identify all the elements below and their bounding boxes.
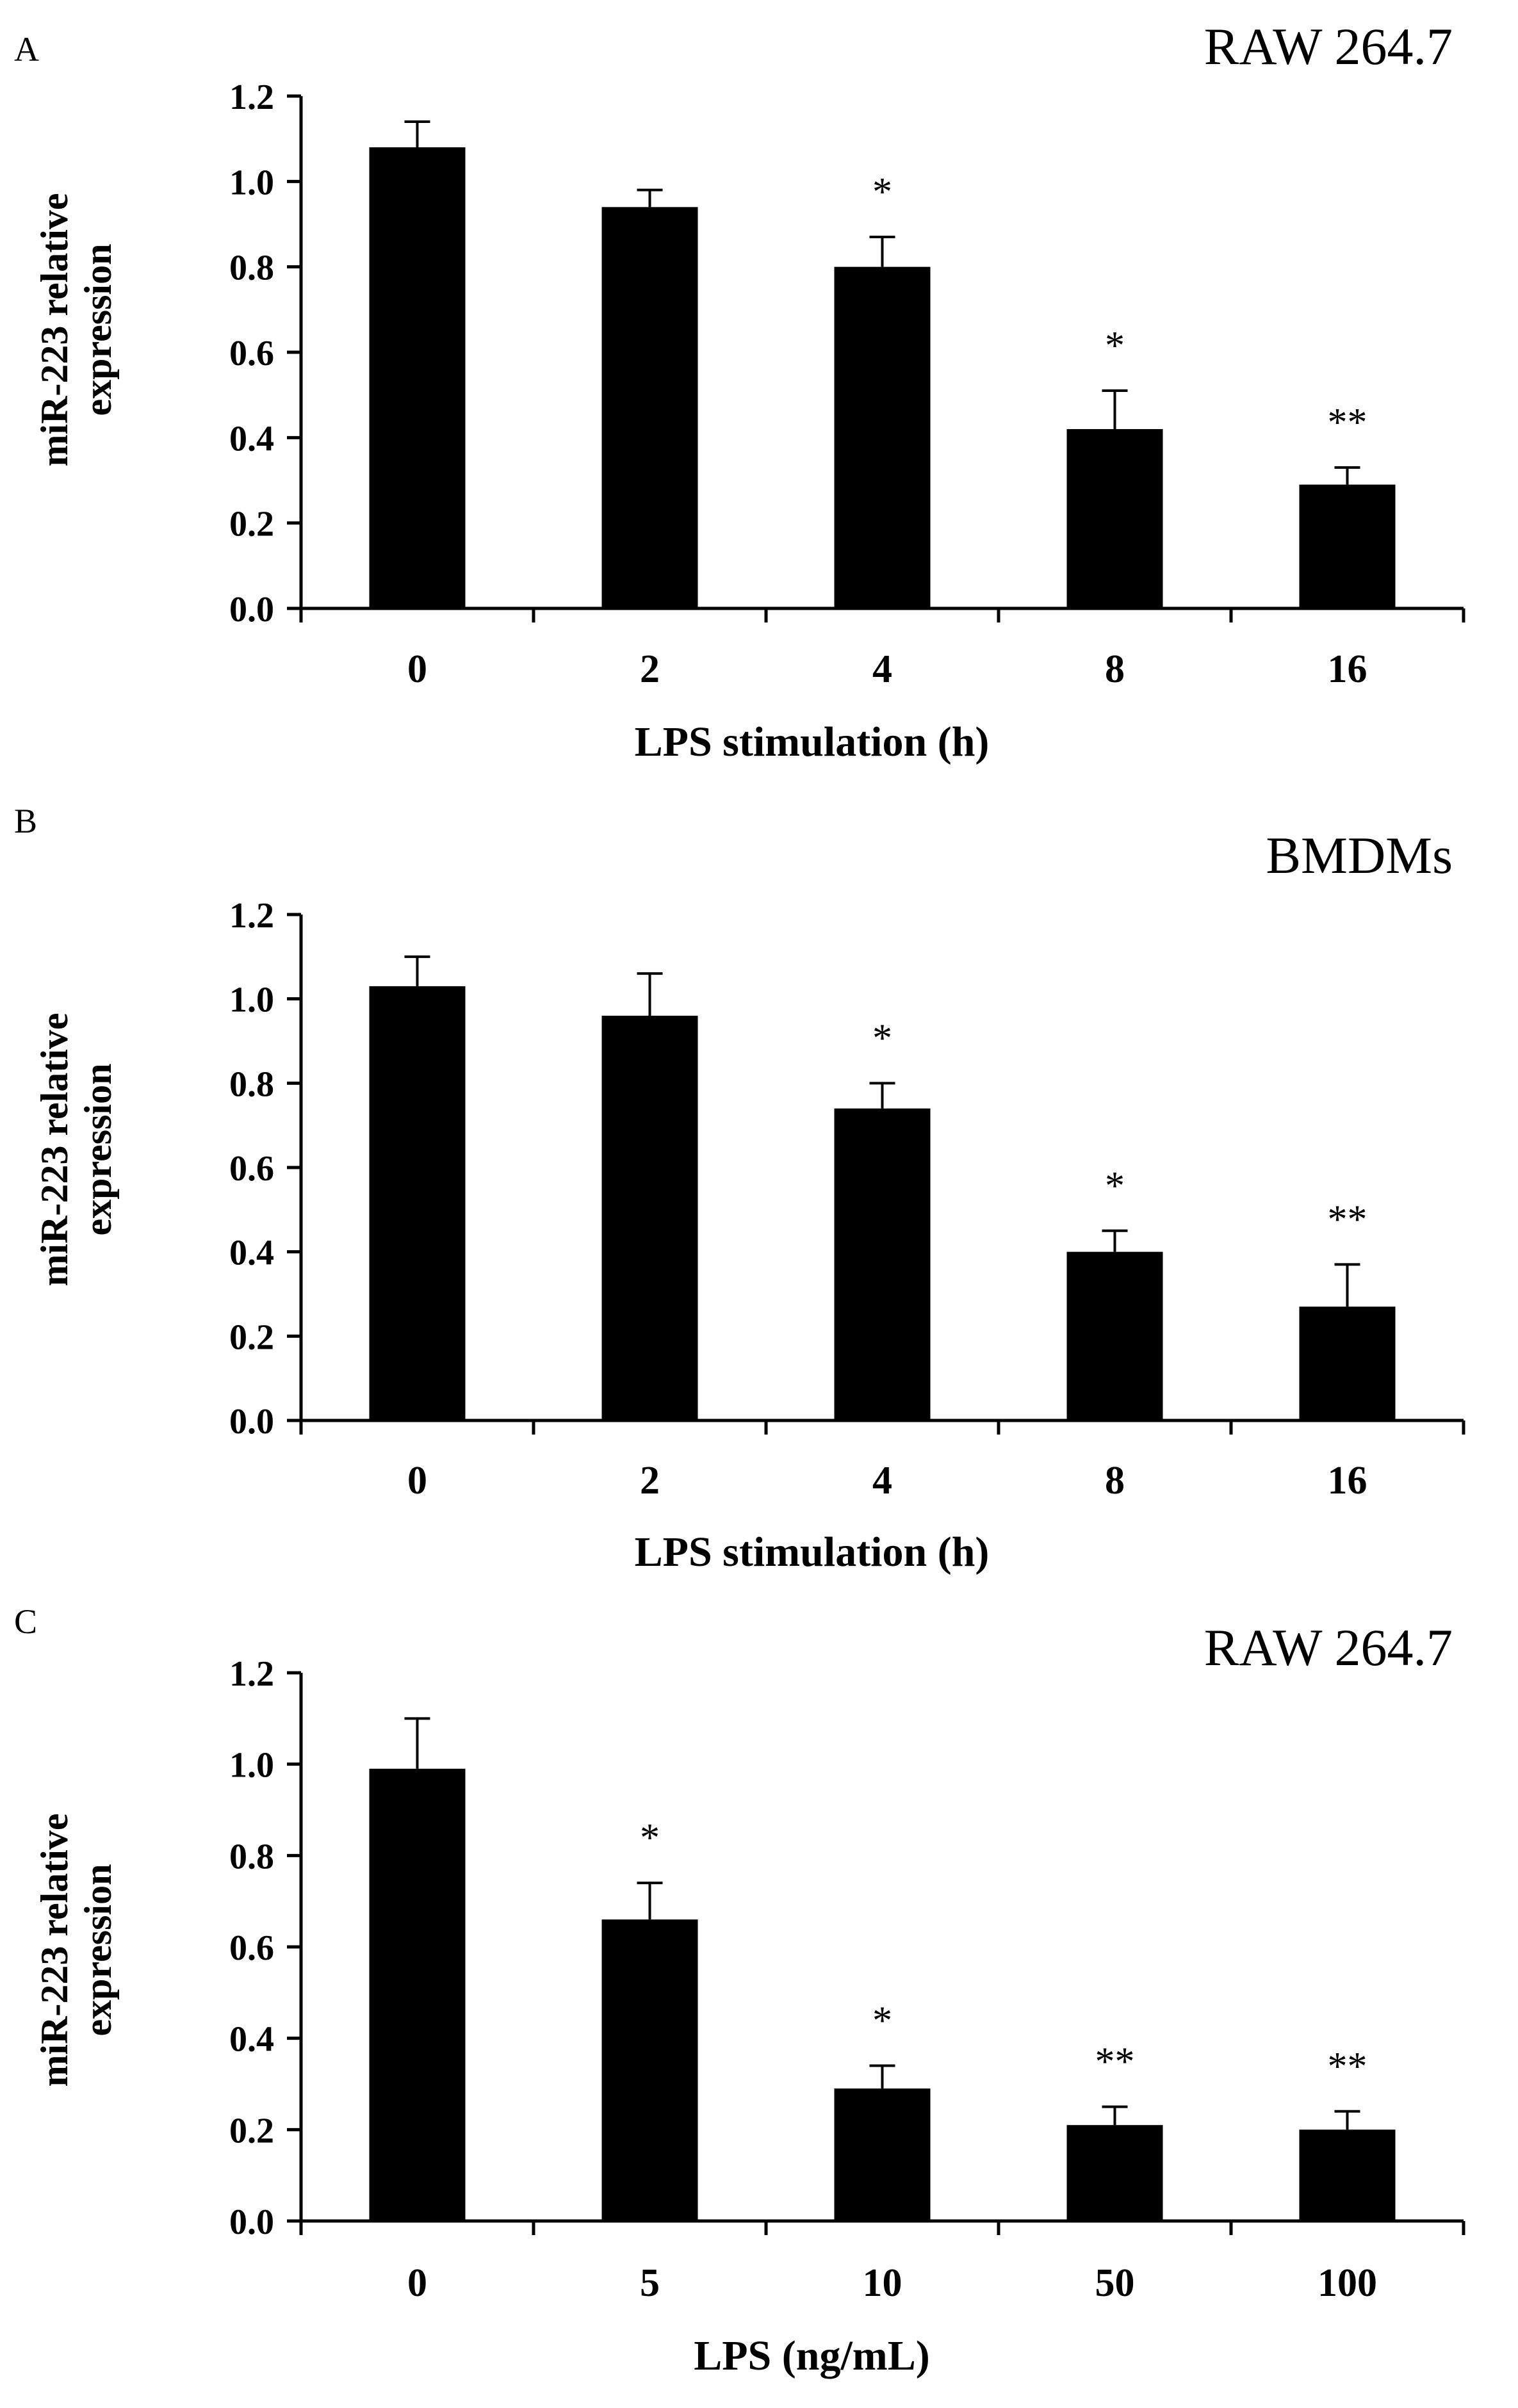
panel-letter: B [14,802,37,840]
x-tick-label: 50 [1095,2261,1135,2305]
significance-marker: * [1105,1164,1125,1208]
chart-title: BMDMs [1266,826,1453,884]
y-tick-label: 0.8 [229,248,274,288]
bar-16 [1299,1306,1396,1420]
x-tick-label: 0 [407,647,427,691]
y-tick-label: 0.0 [229,1402,274,1442]
y-tick-label: 0.8 [229,1064,274,1104]
x-tick-label: 16 [1328,647,1367,691]
chart-title: RAW 264.7 [1204,17,1453,76]
chart-title: RAW 264.7 [1204,1618,1453,1677]
y-tick-label: 0.6 [229,1928,274,1968]
y-tick-label: 0.0 [229,2202,274,2242]
y-tick-label: 0.2 [229,505,274,544]
bar-2 [601,207,698,608]
significance-marker: ** [1095,2040,1135,2084]
y-tick-label: 1.0 [229,980,274,1020]
x-tick-label: 8 [1105,647,1125,691]
x-tick-label: 4 [872,1459,892,1502]
y-axis-label: miR-223 relativeexpression [33,1813,119,2087]
y-axis-label: miR-223 relativeexpression [33,193,119,466]
y-tick-label: 0.4 [229,2020,274,2060]
bar-16 [1299,484,1396,608]
bar-4 [834,266,931,609]
y-tick-label: 1.0 [229,163,274,202]
bar-100 [1299,2129,1396,2221]
x-tick-label: 4 [872,647,892,691]
x-tick-label: 10 [863,2261,902,2305]
y-tick-label: 1.0 [229,1746,274,1786]
x-tick-label: 0 [407,1459,427,1502]
x-tick-label: 2 [640,1459,660,1502]
significance-marker: * [872,1016,892,1060]
x-tick-label: 100 [1318,2261,1377,2305]
y-tick-label: 0.4 [229,419,274,459]
x-axis-label: LPS (ng/mL) [694,2332,930,2379]
x-tick-label: 2 [640,647,660,691]
y-tick-label: 0.6 [229,1149,274,1189]
bar-10 [834,2088,931,2221]
y-axis-label: miR-223 relativeexpression [33,1013,119,1286]
significance-marker: * [872,170,892,214]
significance-marker: * [1105,324,1125,368]
significance-marker: ** [1328,401,1367,444]
y-tick-label: 1.2 [229,77,274,117]
bar-8 [1066,429,1163,608]
x-axis-label: LPS stimulation (h) [635,1529,990,1575]
y-tick-label: 0.2 [229,1317,274,1357]
x-tick-label: 5 [640,2261,660,2305]
y-tick-label: 0.6 [229,334,274,373]
y-tick-label: 0.8 [229,1837,274,1876]
bar-50 [1066,2125,1163,2221]
chart-panel-b: B BMDMs 0.0 0.2 0.4 0.6 0.8 1.0 1.2 miR-223 relat… [14,802,1465,1575]
panel-letter: A [14,30,39,69]
bar-0 [369,147,466,608]
chart-panel-a: A RAW 264.7 0.0 0.2 0.4 0.6 0.8 1.0 1.2 miR-223 r… [14,17,1465,765]
bar-8 [1066,1251,1163,1420]
bar-0 [369,986,466,1420]
y-tick-label: 0.4 [229,1233,274,1273]
bar-4 [834,1108,931,1420]
significance-marker: ** [1328,2045,1367,2088]
x-tick-label: 0 [407,2261,427,2305]
y-tick-label: 0.0 [229,590,274,630]
significance-marker: ** [1328,1198,1367,1241]
significance-marker: * [640,1816,660,1860]
y-tick-label: 0.2 [229,2111,274,2151]
bar-0 [369,1768,466,2221]
x-axis-label: LPS stimulation (h) [635,719,990,765]
bar-2 [601,1016,698,1420]
y-tick-label: 1.2 [229,1654,274,1694]
y-tick-label: 1.2 [229,896,274,936]
bar-5 [601,1919,698,2221]
significance-marker: * [872,1999,892,2042]
chart-panel-c: C RAW 264.7 0.0 0.2 0.4 0.6 0.8 1.0 1.2 miR-223 r… [14,1602,1465,2379]
x-tick-label: 16 [1328,1459,1367,1502]
panel-letter: C [14,1602,37,1641]
x-tick-label: 8 [1105,1459,1125,1502]
